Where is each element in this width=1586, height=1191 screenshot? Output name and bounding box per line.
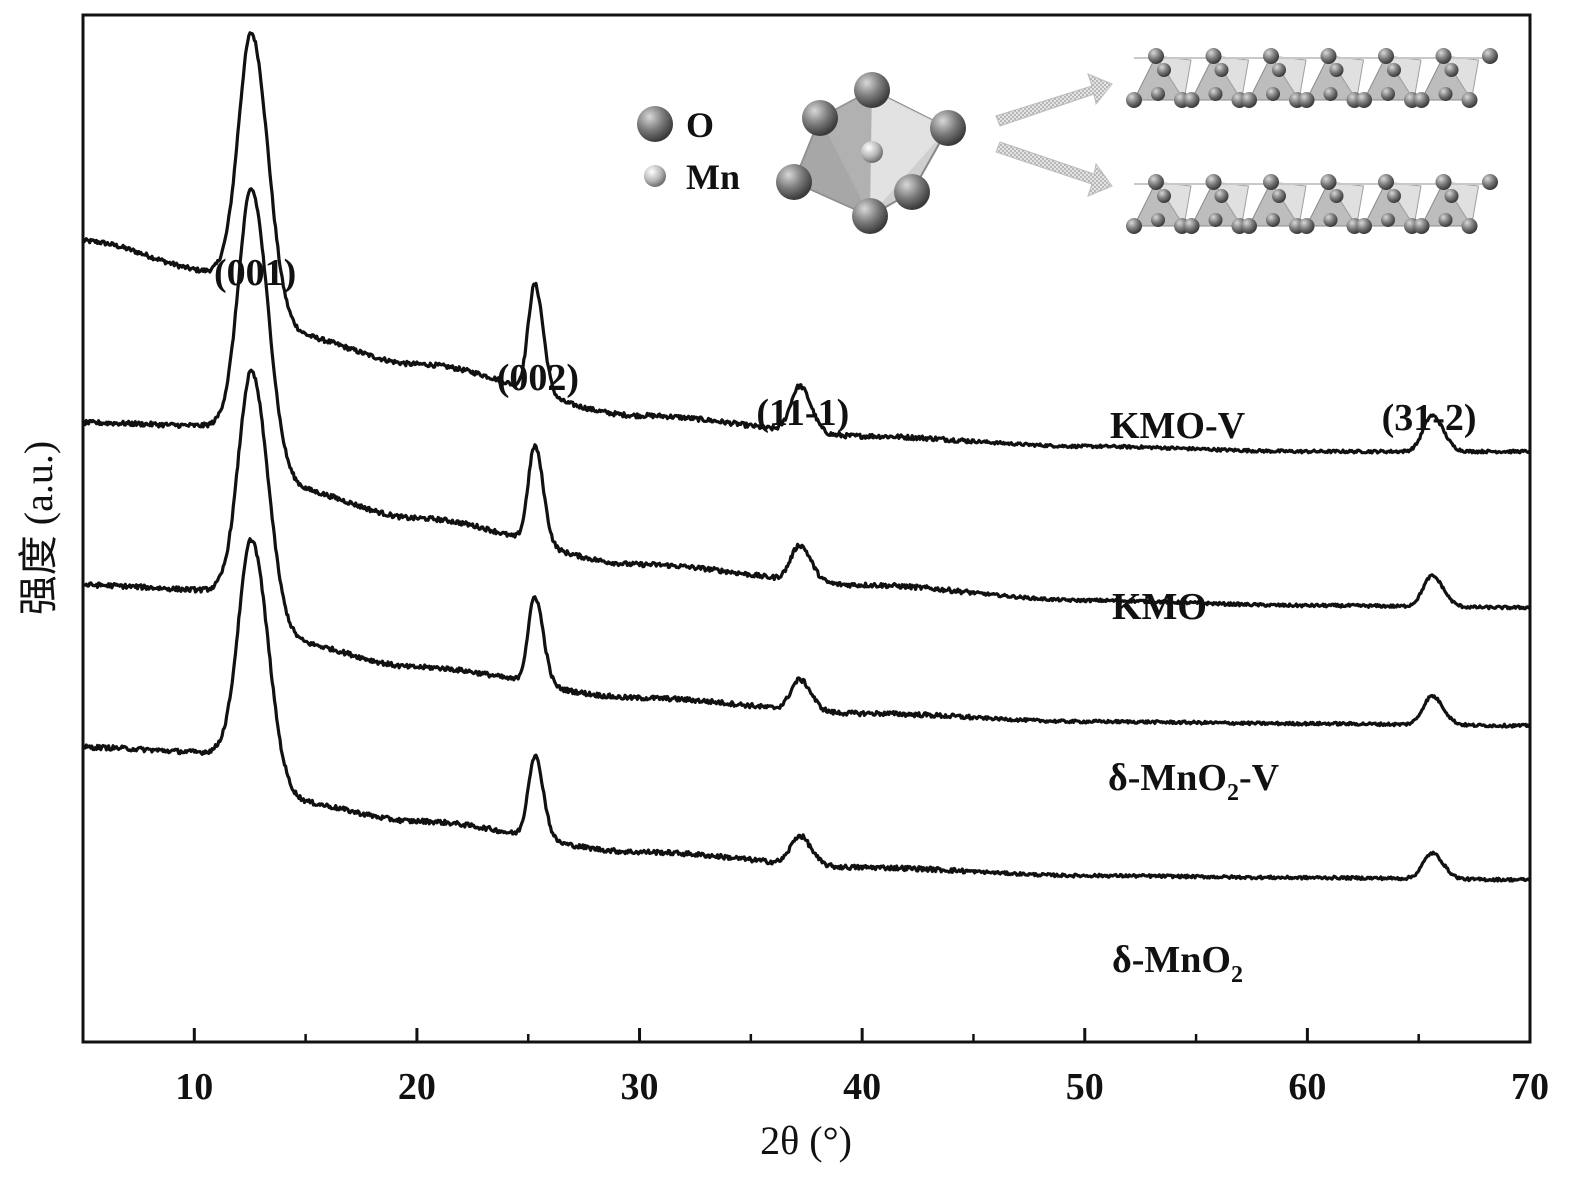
series-line-0 <box>81 31 1532 455</box>
x-tick-label: 20 <box>398 1066 436 1108</box>
series-label-part: 2 <box>1227 780 1239 806</box>
series-label-1: KMO <box>1112 586 1207 628</box>
x-tick-label: 10 <box>175 1066 213 1108</box>
y-axis-title: 强度 (a.u.) <box>16 441 61 615</box>
x-tick-label: 60 <box>1288 1066 1326 1108</box>
legend-label-o: O <box>686 105 714 145</box>
x-tick-label: 70 <box>1511 1066 1549 1108</box>
plot-frame <box>81 13 1532 1044</box>
peak-label: (001) <box>214 252 296 294</box>
x-tick-label: 40 <box>843 1066 881 1108</box>
series-line-2 <box>82 368 1531 729</box>
series-label-3: δ-MnO2 <box>1112 939 1243 988</box>
series-label-part: -V <box>1239 757 1280 799</box>
peak-labels: (001) (002) (11-1) (31-2) <box>214 252 1477 439</box>
structure-inset: O Mn <box>637 48 1498 234</box>
series-label-0: KMO-V <box>1110 405 1246 447</box>
layer-chain-top-icon <box>1126 48 1498 108</box>
octahedron-icon <box>776 72 966 234</box>
series-line-1 <box>82 187 1531 611</box>
inset-legend: O Mn <box>637 105 740 197</box>
x-axis-title: 2θ (°) <box>760 1118 852 1163</box>
oxygen-sphere-icon <box>637 106 673 142</box>
x-axis-tick-labels: 10 20 30 40 50 60 70 <box>175 1066 1549 1108</box>
series-label-part: 2 <box>1231 962 1243 988</box>
x-tick-label: 30 <box>621 1066 659 1108</box>
manganese-sphere-icon <box>644 165 666 187</box>
series-label-part: δ-MnO <box>1108 757 1227 799</box>
series-label-2: δ-MnO2-V <box>1108 757 1280 806</box>
series-label-part: KMO <box>1112 586 1207 628</box>
peak-label: (002) <box>497 357 579 399</box>
layer-chain-bottom-icon <box>1126 174 1498 234</box>
arrow-icons <box>995 73 1113 197</box>
peak-label: (11-1) <box>756 392 849 434</box>
peak-label: (31-2) <box>1382 397 1477 439</box>
x-axis-ticks <box>192 1028 1532 1042</box>
series-label-part: KMO-V <box>1110 405 1246 447</box>
x-tick-label: 50 <box>1066 1066 1104 1108</box>
series-label-part: δ-MnO <box>1112 939 1231 981</box>
series-traces <box>81 31 1532 883</box>
series-line-3 <box>81 537 1532 883</box>
legend-label-mn: Mn <box>686 157 740 197</box>
